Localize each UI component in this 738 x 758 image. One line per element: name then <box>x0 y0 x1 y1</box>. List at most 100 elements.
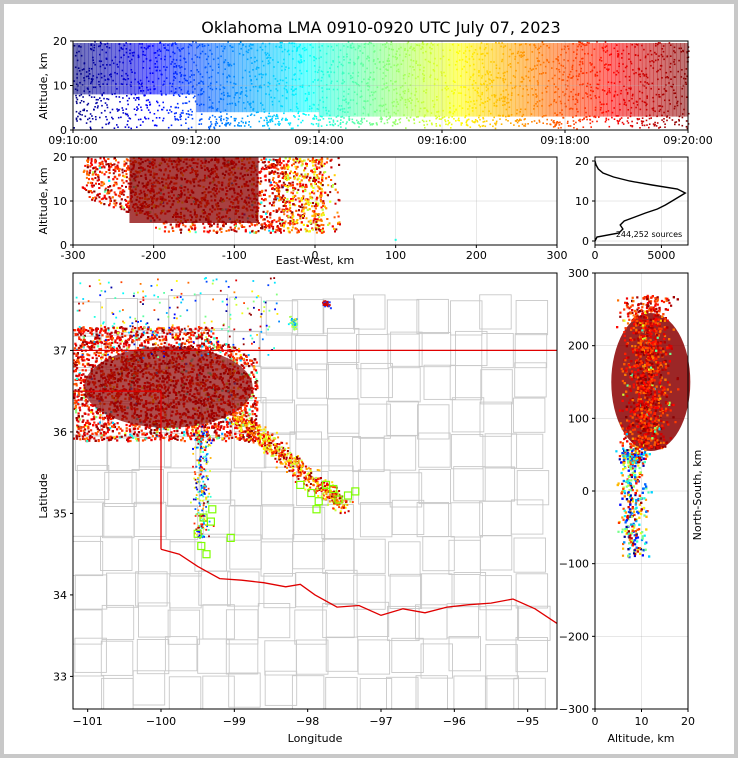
altitude-time-point <box>407 41 410 43</box>
altitude-time-point <box>97 105 99 107</box>
altitude-time-point <box>300 121 302 124</box>
altitude-time-point <box>631 120 633 123</box>
altitude-time-density <box>426 43 431 117</box>
altitude-time-point <box>187 110 190 112</box>
altitude-time-density <box>184 43 189 95</box>
altitude-eastwest-point <box>123 190 126 193</box>
altitude-time-point <box>75 94 77 97</box>
altitude-time-point <box>559 121 561 124</box>
altitude-eastwest-point <box>177 225 180 228</box>
altitude-time-density <box>530 43 535 117</box>
altitude-time-point <box>640 120 643 122</box>
altitude-eastwest-point <box>271 221 274 224</box>
altitude-eastwest-point <box>291 214 294 216</box>
altitude-eastwest-point <box>292 192 294 195</box>
altitude-time-point <box>126 95 128 97</box>
altitude-eastwest-point <box>85 184 88 187</box>
altitude-time-point <box>358 122 361 125</box>
altitude-time-density <box>111 43 116 95</box>
altitude-time-point <box>474 119 477 121</box>
altitude-time-point <box>273 114 275 117</box>
altitude-time-point <box>170 111 173 113</box>
altitude-time-point <box>430 122 433 125</box>
altitude-eastwest-point <box>315 201 318 204</box>
altitude-time-point <box>562 116 564 119</box>
altitude-time-point <box>281 117 284 120</box>
altitude-eastwest-point <box>121 171 124 174</box>
altitude-eastwest-point <box>123 160 126 163</box>
altitude-eastwest-point <box>264 224 267 227</box>
altitude-time-density <box>188 43 193 95</box>
altitude-eastwest-point <box>289 216 292 219</box>
altitude-time-point <box>152 119 154 122</box>
altitude-time-point <box>648 117 651 120</box>
altitude-time-point <box>174 118 177 120</box>
altitude-time-point <box>274 123 277 126</box>
altitude-time-point <box>641 117 644 119</box>
altitude-time-point <box>567 120 569 123</box>
altitude-eastwest-point <box>273 172 276 175</box>
altitude-time-density <box>115 43 120 95</box>
altitude-eastwest-point <box>307 198 310 201</box>
altitude-time-point <box>297 118 300 121</box>
altitude-time-point <box>229 122 232 125</box>
altitude-time-point <box>278 124 280 126</box>
altitude-time-point <box>125 108 128 110</box>
altitude-time-density <box>369 43 374 117</box>
altitude-time-density <box>372 43 378 117</box>
altitude-time-point <box>458 119 460 122</box>
altitude-time-point <box>88 94 91 97</box>
altitude-time-point <box>189 108 192 111</box>
altitude-eastwest-point <box>119 187 122 190</box>
altitude-eastwest-point <box>260 197 263 200</box>
altitude-time-point <box>380 116 382 119</box>
altitude-time-density <box>515 43 520 117</box>
altitude-time-density <box>480 43 485 117</box>
altitude-eastwest-point <box>107 163 110 165</box>
altitude-time-density <box>276 43 282 113</box>
altitude-eastwest-point <box>90 158 93 161</box>
altitude-time-point <box>435 123 437 125</box>
altitude-time-point <box>115 95 118 98</box>
altitude-time-density <box>664 43 670 117</box>
altitude-time-ytick-label: 0 <box>60 124 67 137</box>
altitude-time-point <box>266 121 268 124</box>
altitude-time-point <box>567 125 570 127</box>
altitude-time-point <box>560 126 562 129</box>
altitude-eastwest-point <box>275 220 278 223</box>
altitude-time-point <box>178 95 181 97</box>
altitude-eastwest-point <box>283 203 286 206</box>
altitude-time-point <box>681 116 684 119</box>
altitude-time-point <box>284 118 287 121</box>
altitude-eastwest-point <box>269 216 272 219</box>
altitude-time-point <box>618 120 621 122</box>
altitude-time-point <box>521 123 524 126</box>
altitude-eastwest-point <box>121 184 124 187</box>
altitude-time-point <box>478 116 480 119</box>
altitude-time-point <box>156 101 159 104</box>
altitude-eastwest-point <box>85 176 88 179</box>
altitude-time-ytick-label: 10 <box>53 80 67 93</box>
altitude-time-point <box>174 115 176 118</box>
altitude-time-point <box>149 111 151 114</box>
altitude-time-density <box>99 43 105 95</box>
altitude-time-density <box>495 43 501 117</box>
altitude-time-point <box>469 126 472 128</box>
altitude-eastwest-point <box>279 164 282 166</box>
altitude-time-point <box>80 100 83 102</box>
altitude-time-point <box>476 120 478 122</box>
altitude-eastwest-point <box>293 223 296 225</box>
altitude-time-point <box>674 121 676 124</box>
altitude-time-point <box>117 109 120 111</box>
altitude-time-point <box>87 102 90 105</box>
altitude-eastwest-point <box>128 167 130 170</box>
altitude-time-point <box>546 118 548 121</box>
altitude-eastwest-point <box>128 177 131 180</box>
altitude-time-density <box>272 43 278 113</box>
altitude-time-point <box>190 126 193 129</box>
altitude-eastwest-point <box>278 160 281 163</box>
altitude-time-point <box>158 104 161 107</box>
altitude-eastwest-point <box>119 206 122 209</box>
altitude-time-point <box>99 116 101 119</box>
